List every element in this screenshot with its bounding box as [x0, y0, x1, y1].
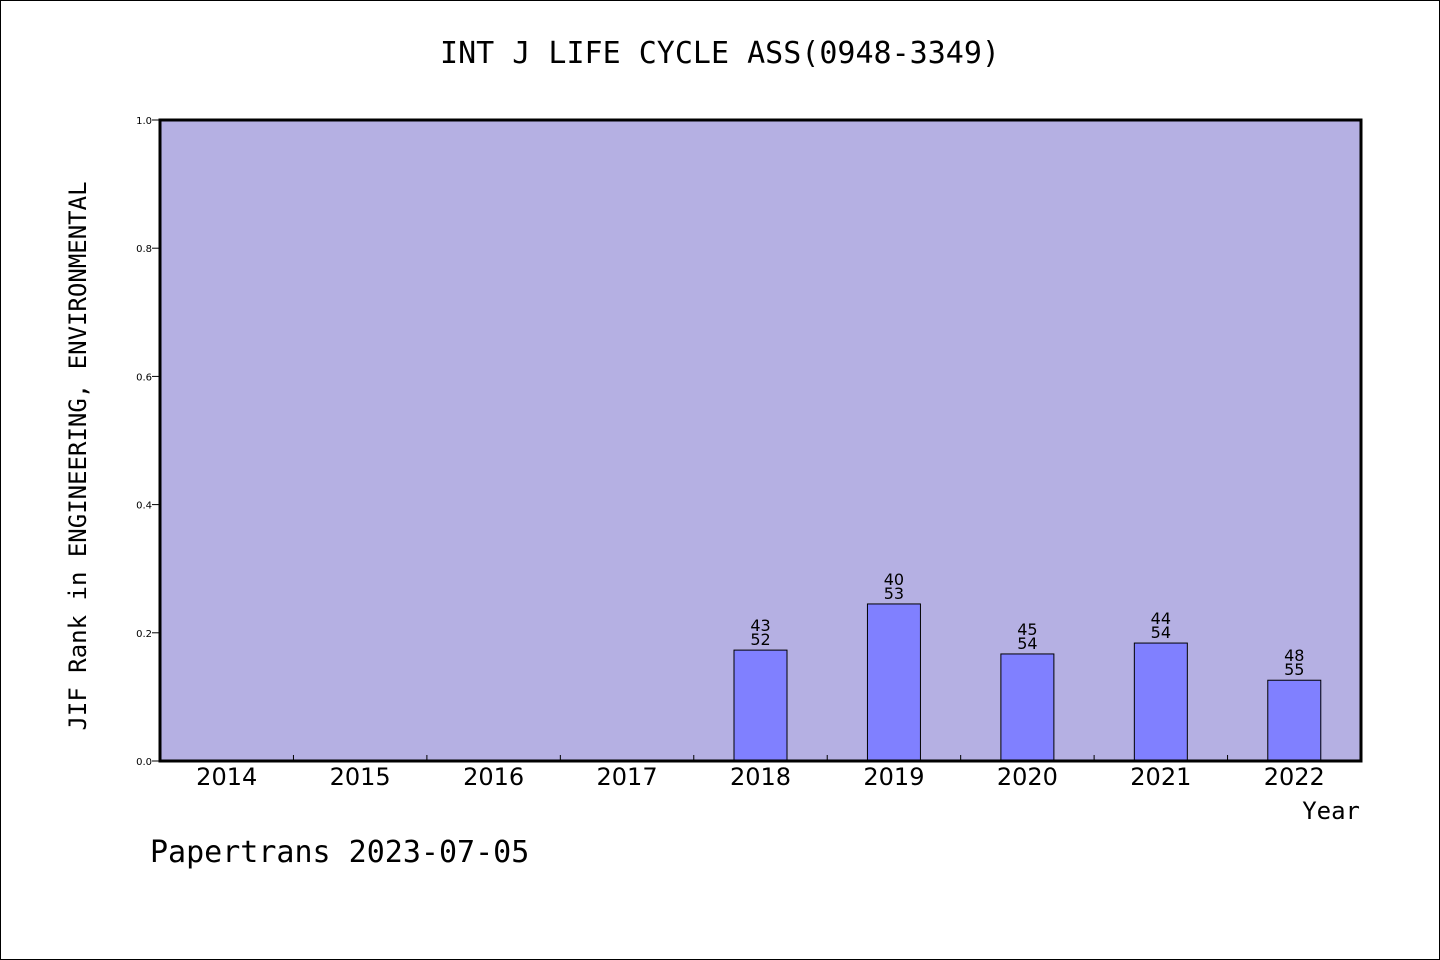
bar-label-rank: 44: [1151, 609, 1171, 628]
y-tick-label: 0.8: [136, 244, 152, 255]
x-axis-label: Year: [1302, 797, 1360, 825]
bar-label-total: 54: [1151, 623, 1171, 642]
x-tick-label: 2014: [196, 763, 257, 791]
bar-label-total: 52: [750, 630, 770, 649]
x-tick-label: 2020: [997, 763, 1058, 791]
bar: [733, 649, 788, 762]
y-tick-label: 0.6: [136, 372, 152, 383]
x-tick-label: 2019: [863, 763, 924, 791]
bar-label-total: 53: [884, 584, 904, 603]
bar-label-rank: 48: [1284, 646, 1304, 665]
bar-label-rank: 43: [750, 616, 770, 635]
x-tick-label: 2016: [463, 763, 524, 791]
bar-label-total: 55: [1284, 660, 1304, 679]
x-tick-label: 2022: [1264, 763, 1325, 791]
y-tick-label: 0.4: [136, 501, 152, 512]
x-tick-label: 2018: [730, 763, 791, 791]
x-tick-label: 2017: [597, 763, 658, 791]
chart-title: INT J LIFE CYCLE ASS(0948-3349): [440, 36, 1000, 71]
x-tick-label: 2015: [330, 763, 391, 791]
y-tick-label: 1.0: [136, 116, 152, 127]
bar-label-total: 54: [1017, 634, 1037, 653]
bar: [866, 603, 921, 762]
bar-label-rank: 45: [1017, 620, 1037, 639]
bar: [1267, 679, 1322, 762]
plot-border: [158, 118, 1363, 763]
bar: [1133, 642, 1188, 762]
footer-credit: Papertrans 2023-07-05: [150, 835, 530, 870]
y-tick-label: 0.2: [136, 629, 152, 640]
bar-label-rank: 40: [884, 570, 904, 589]
y-tick-label: 0.0: [136, 757, 152, 768]
x-tick-label: 2021: [1130, 763, 1191, 791]
bar: [1000, 653, 1055, 762]
